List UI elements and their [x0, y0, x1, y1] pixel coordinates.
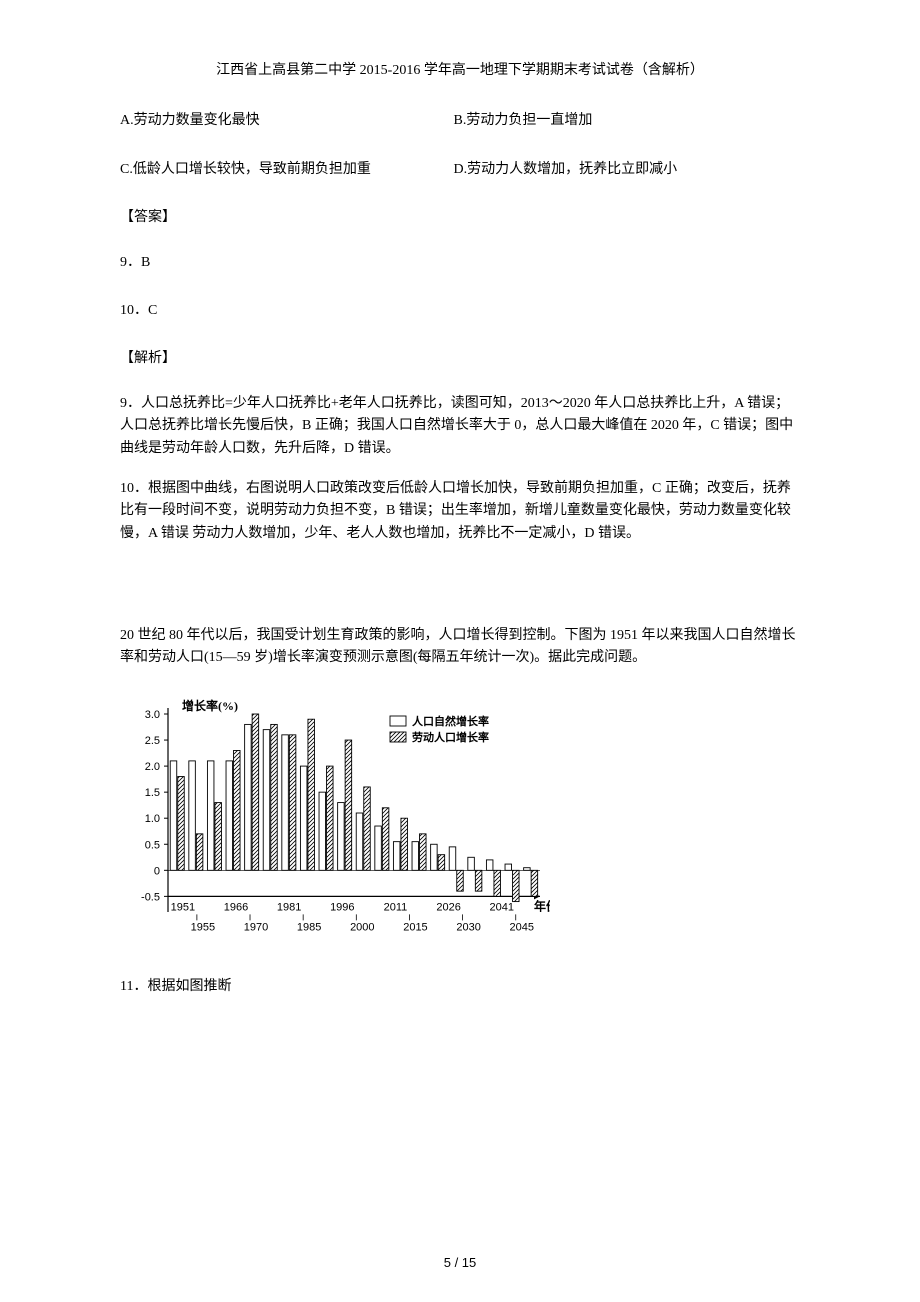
svg-text:-0.5: -0.5	[141, 891, 160, 903]
svg-text:2045: 2045	[509, 921, 533, 933]
page-header: 江西省上高县第二中学 2015-2016 学年高一地理下学期期末考试试卷（含解析…	[120, 60, 800, 82]
svg-text:1951: 1951	[171, 901, 195, 913]
svg-text:1981: 1981	[277, 901, 301, 913]
svg-text:0.5: 0.5	[145, 839, 160, 851]
svg-text:2026: 2026	[436, 901, 460, 913]
option-d: D.劳动力人数增加，抚养比立即减小	[454, 159, 678, 181]
svg-text:3.0: 3.0	[145, 709, 160, 721]
explain-label: 【解析】	[120, 348, 800, 370]
answer-9: 9．B	[120, 252, 800, 274]
svg-text:2041: 2041	[489, 901, 513, 913]
chart-svg: 增长率(%) -0.5 0 0.5 1.0 1.5 2.0 2.5 3.0 1951 1955 196…	[120, 696, 550, 956]
intro-2: 20 世纪 80 年代以后，我国受计划生育政策的影响，人口增长得到控制。下图为 …	[120, 625, 800, 670]
svg-text:2000: 2000	[350, 921, 374, 933]
page-number: 5 / 15	[0, 1253, 920, 1274]
svg-text:2.0: 2.0	[145, 761, 160, 773]
explain-10: 10．根据图中曲线，右图说明人口政策改变后低龄人口增长加快，导致前期负担加重，C…	[120, 478, 800, 545]
svg-text:增长率(%): 增长率(%)	[182, 698, 238, 713]
svg-text:1.5: 1.5	[145, 787, 160, 799]
svg-text:2011: 2011	[384, 901, 408, 913]
question-11: 11．根据如图推断	[120, 976, 800, 998]
options-row-2: C.低龄人口增长较快，导致前期负担加重 D.劳动力人数增加，抚养比立即减小	[120, 159, 800, 181]
svg-text:1966: 1966	[224, 901, 248, 913]
svg-text:1.0: 1.0	[145, 813, 160, 825]
svg-text:1996: 1996	[330, 901, 354, 913]
svg-text:劳动人口增长率: 劳动人口增长率	[412, 730, 489, 744]
explain-9: 9．人口总抚养比=少年人口抚养比+老年人口抚养比，读图可知，2013～2020 …	[120, 393, 800, 460]
svg-text:2.5: 2.5	[145, 735, 160, 747]
answer-10: 10．C	[120, 300, 800, 322]
option-a: A.劳动力数量变化最快	[120, 110, 450, 132]
answer-label: 【答案】	[120, 207, 800, 229]
options-row-1: A.劳动力数量变化最快 B.劳动力负担一直增加	[120, 110, 800, 132]
option-b: B.劳动力负担一直增加	[454, 110, 593, 132]
growth-rate-chart: 增长率(%) -0.5 0 0.5 1.0 1.5 2.0 2.5 3.0 1951 1955 196…	[120, 696, 800, 956]
svg-text:1955: 1955	[191, 921, 215, 933]
svg-text:1970: 1970	[244, 921, 268, 933]
svg-text:1985: 1985	[297, 921, 321, 933]
svg-text:年份: 年份	[534, 898, 550, 913]
svg-text:2030: 2030	[456, 921, 480, 933]
option-c: C.低龄人口增长较快，导致前期负担加重	[120, 159, 450, 181]
svg-text:0: 0	[154, 865, 160, 877]
svg-text:2015: 2015	[403, 921, 427, 933]
svg-text:人口自然增长率: 人口自然增长率	[412, 714, 489, 728]
